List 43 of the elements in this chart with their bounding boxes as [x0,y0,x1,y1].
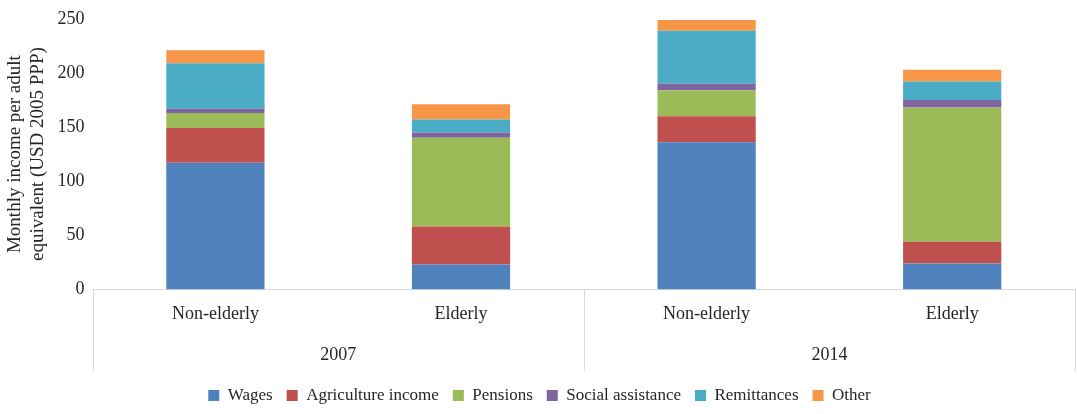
x-tick-label: Non-elderly [663,302,751,323]
x-tick-label: Elderly [925,302,979,323]
bar [903,241,1002,264]
bar [166,108,265,113]
bar [657,90,756,117]
bar [166,128,265,163]
bar [411,132,511,138]
x-tick-label: Non-elderly [171,302,259,323]
bar [903,81,1002,100]
bar [903,69,1002,82]
bar [657,116,756,143]
x-tick-label: Elderly [434,302,488,323]
bar [411,226,511,265]
y-tick-label: 200 [57,61,85,82]
bar [903,99,1002,108]
bar [411,264,511,290]
legend-label: Pensions [472,384,533,404]
legend-label: Other [832,384,872,404]
y-tick-label: 0 [75,278,85,299]
bar [411,137,511,227]
legend-label: Wages [227,384,273,404]
y-tick-label: 250 [57,7,85,28]
bar [657,19,756,31]
bar [657,83,756,91]
text: 2014 [811,343,848,364]
y-tick-label: 50 [66,224,85,245]
bar [903,107,1002,242]
bar [411,119,511,133]
y-axis-title: Monthly income per adult equivalent (USD 2005 PPP) [3,47,49,261]
y-tick-label: 100 [57,169,85,190]
legend-label: Agriculture income [306,384,439,404]
bar [657,30,756,84]
y-tick-label: 150 [57,115,85,136]
bar [166,162,265,290]
bar [657,142,756,290]
text: 2007 [320,343,357,364]
bar [903,263,1002,290]
legend-label: Social assistance [566,384,681,404]
legend-label: Remittances [714,384,799,404]
bar [166,50,265,64]
bar [166,63,265,109]
bar [166,112,265,129]
bar [411,104,511,120]
